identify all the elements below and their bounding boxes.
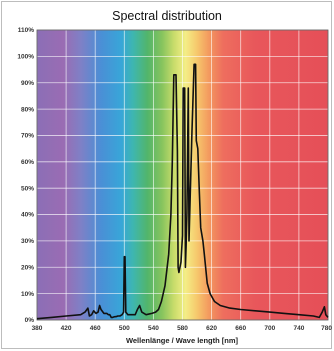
x-tick-label: 660: [235, 325, 246, 332]
x-tick-label: 580: [177, 325, 188, 332]
x-tick-label: 740: [293, 325, 304, 332]
x-axis-ticks: 380 420 460 500 540 580 620 660 700 740 780: [32, 325, 333, 332]
y-tick-label: 30%: [21, 238, 34, 245]
x-tick-label: 420: [61, 325, 72, 332]
plot-area-border: [36, 29, 329, 321]
y-tick-label: 70%: [21, 133, 34, 140]
chart-title: Spectral distribution: [112, 9, 222, 23]
y-tick-label: 90%: [21, 80, 34, 87]
y-tick-label: 20%: [21, 264, 34, 271]
y-tick-label: 50%: [21, 185, 34, 192]
x-axis-label: Wellenlänge / Wave length [nm]: [126, 336, 239, 345]
x-tick-label: 460: [90, 325, 101, 332]
x-tick-label: 540: [148, 325, 159, 332]
x-tick-label: 700: [264, 325, 275, 332]
series-line: [36, 63, 329, 320]
y-tick-label: 40%: [21, 212, 34, 219]
y-tick-label: 80%: [21, 106, 34, 113]
y-axis-ticks: 0% 10% 20% 30% 40% 50% 60% 70% 80% 90% 100% 110%: [17, 27, 34, 324]
x-tick-label: 500: [119, 325, 130, 332]
y-tick-label: 0%: [25, 317, 35, 324]
y-tick-label: 60%: [21, 159, 34, 166]
x-tick-label: 380: [32, 325, 43, 332]
y-tick-label: 110%: [18, 27, 34, 34]
x-tick-label: 620: [206, 325, 217, 332]
y-tick-label: 10%: [21, 291, 34, 298]
y-tick-label: 100%: [17, 54, 34, 61]
x-tick-label: 780: [321, 325, 332, 332]
